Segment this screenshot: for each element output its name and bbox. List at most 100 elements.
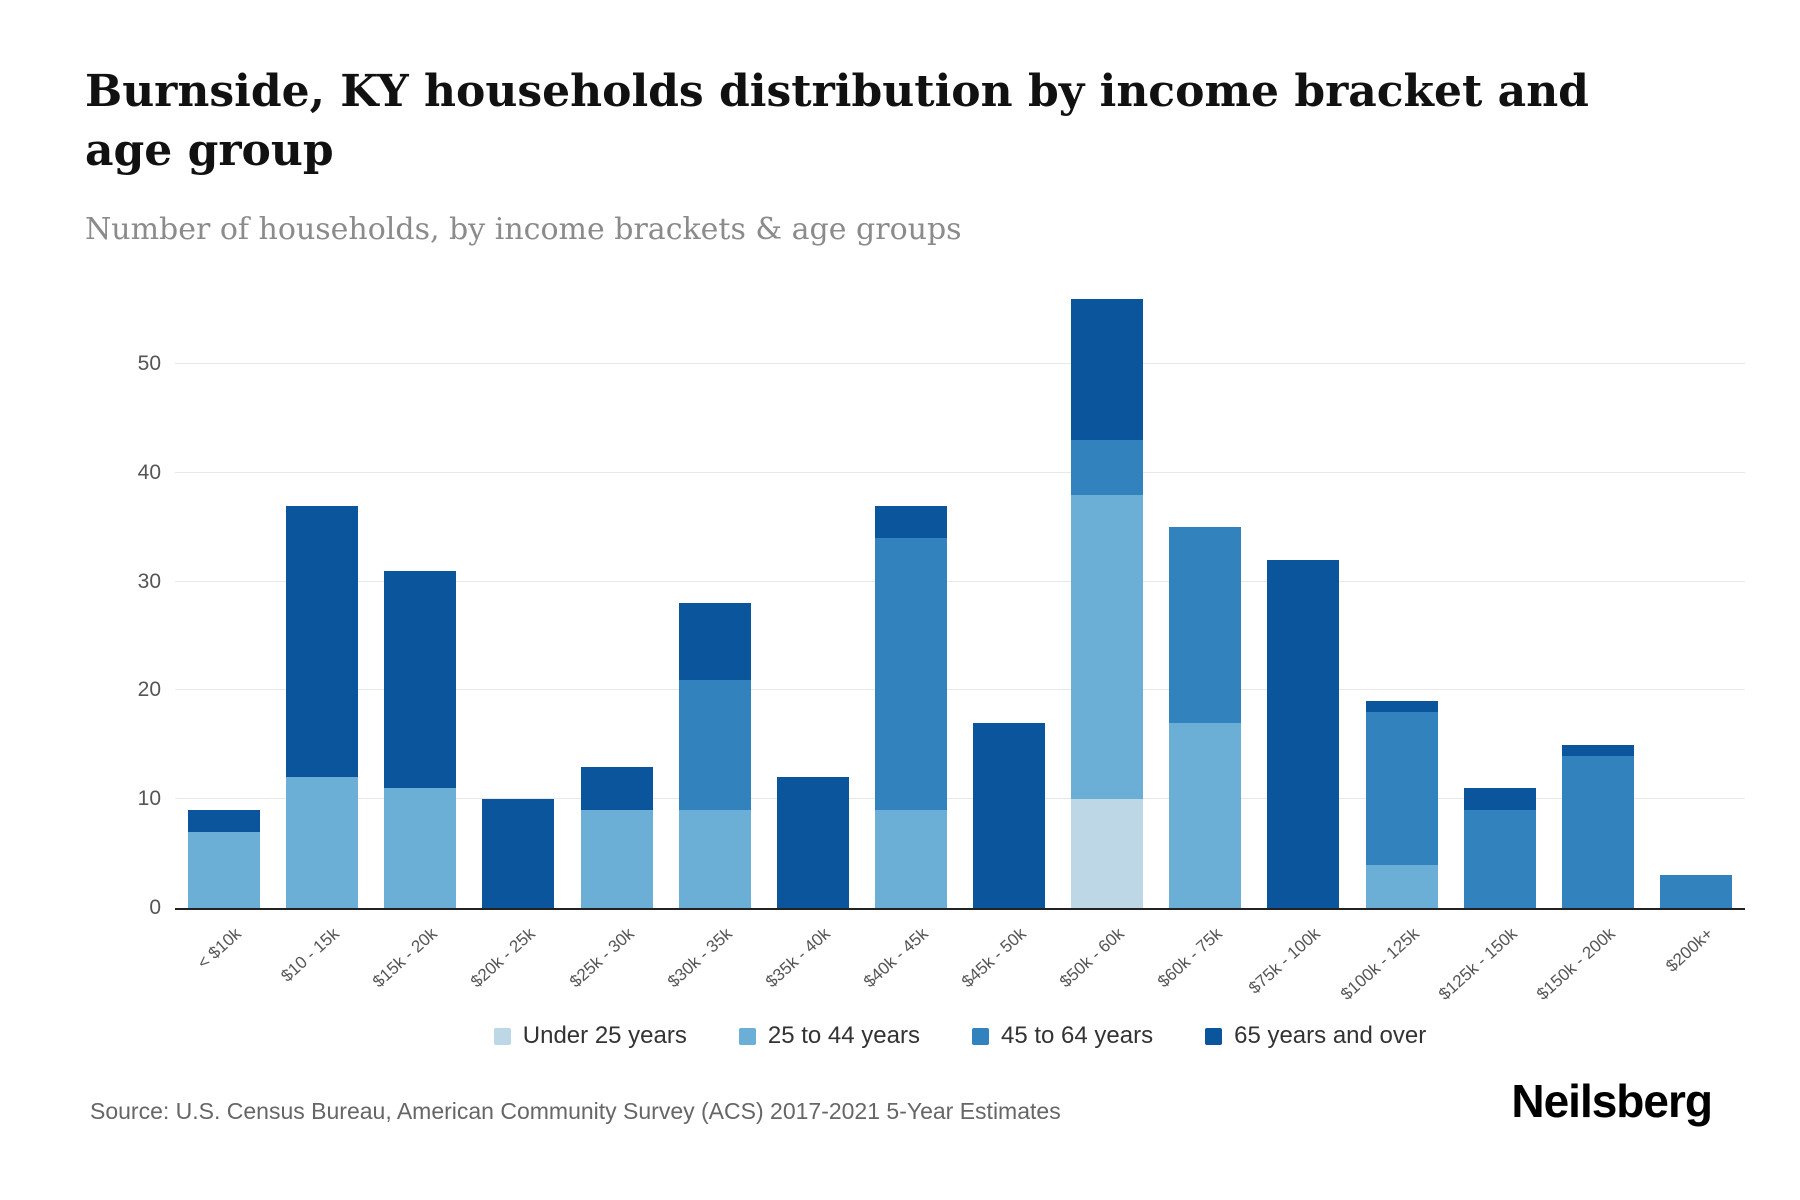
bar-slot [1549,290,1647,908]
y-axis-label: 40 [137,460,161,484]
x-axis-label: $75k - 100k [1245,924,1325,998]
legend-swatch-icon [493,1027,511,1045]
stacked-bar [874,505,947,908]
bar-slot [960,290,1058,908]
bar-segment [1071,298,1144,441]
bar-segment [1463,788,1536,811]
legend-label: Under 25 years [522,1022,687,1049]
stacked-bar [1561,744,1634,908]
bar-slot [371,290,469,908]
chart-title: Burnside, KY households distribution by … [85,66,1589,177]
bar-slot [175,290,273,908]
legend-label: 45 to 64 years [1000,1022,1154,1049]
x-axis-label: $20k - 25k [467,924,540,992]
gridline [175,471,1745,473]
stacked-bar [1267,559,1340,908]
bar-segment [874,538,947,811]
stacked-bar [482,799,555,908]
x-axis-label: $150k - 200k [1532,924,1619,1004]
bar-segment [1071,494,1144,800]
source-note: Source: U.S. Census Bureau, American Com… [90,1098,1061,1124]
x-axis-label: $60k - 75k [1154,924,1227,992]
bar-slot [273,290,371,908]
bar-slot [469,290,567,908]
bar-segment [482,799,555,908]
bar-segment [1071,440,1144,495]
x-axis-label: $45k - 50k [958,924,1030,992]
legend: Under 25 years 25 to 44 years 45 to 64 yea… [175,1022,1745,1050]
bar-segment [1169,527,1242,724]
x-axis-label: $125k - 150k [1434,924,1521,1004]
bar-slot [1353,290,1451,908]
bar-slot [1647,290,1745,908]
bar-segment [384,570,457,789]
y-axis-label: 30 [137,569,161,593]
bar-segment [678,603,751,680]
legend-item: Under 25 years [493,1022,687,1050]
bar-segment [1169,723,1242,908]
legend-label: 65 years and over [1234,1022,1427,1049]
gridline [175,363,1745,365]
x-axis-labels: < $10k $10 - 15k $15k - 20k $20k - 25k $25k … [175,912,1745,1032]
stacked-bar [776,777,849,908]
stacked-bar [188,810,261,908]
y-axis-label: 10 [137,787,161,811]
x-axis-label: $30k - 35k [663,924,736,992]
brand-logo: Neilsberg [1511,1075,1713,1127]
bar-segment [1365,864,1438,908]
bar-segment [580,810,653,908]
legend-label: 25 to 44 years [767,1022,920,1049]
stacked-bar [1463,788,1536,908]
bar-segment [286,777,359,908]
bar-segment [384,788,457,908]
bar-segment [580,766,653,811]
y-axis-label: 20 [137,678,161,702]
x-axis-label: $200k+ [1662,924,1717,976]
bar-segment [1561,755,1634,908]
bar-segment [188,810,261,832]
legend-item: 65 years and over [1205,1022,1426,1050]
x-axis-label: $25k - 30k [565,924,638,992]
legend-swatch-icon [1205,1027,1223,1045]
bar-segment [1365,712,1438,865]
x-axis-label: $15k - 20k [369,924,442,992]
stacked-bar [384,570,457,908]
gridline [175,580,1745,582]
x-axis-label: < $10k [193,924,245,973]
bar-segment [1267,559,1340,908]
bar-slot [568,290,666,908]
x-axis-label: $10 - 15k [277,924,343,986]
stacked-bar [1169,527,1242,908]
stacked-bar [1071,298,1144,908]
bar-segment [874,810,947,908]
bar-slot [1156,290,1254,908]
bar-segment [286,505,359,778]
bar-segment [1659,875,1732,908]
y-axis-label: 0 [149,896,161,919]
bar-segment [678,679,751,811]
bar-slot [1058,290,1156,908]
legend-item: 25 to 44 years [738,1022,920,1050]
bar-slot [1451,290,1549,908]
bar-segment [1071,799,1144,908]
bar-segment [776,777,849,908]
bar-slot [666,290,764,908]
stacked-bar [678,603,751,908]
bar-segment [1365,701,1438,713]
bar-segment [1561,744,1634,756]
x-axis-label: $40k - 45k [859,924,932,992]
gridline [175,798,1745,800]
bar-segment [1463,810,1536,908]
gridline [175,689,1745,691]
x-axis-label: $35k - 40k [761,924,834,992]
legend-swatch-icon [738,1027,756,1045]
x-axis-label: $50k - 60k [1056,924,1128,992]
legend-swatch-icon [971,1027,989,1045]
stacked-bar [973,723,1046,908]
stacked-bar [286,505,359,908]
bar-slot [764,290,862,908]
plot-area: 0 10 20 30 40 50 [138,290,1745,919]
legend-item: 45 to 64 years [971,1022,1154,1050]
bar-slot [862,290,960,908]
